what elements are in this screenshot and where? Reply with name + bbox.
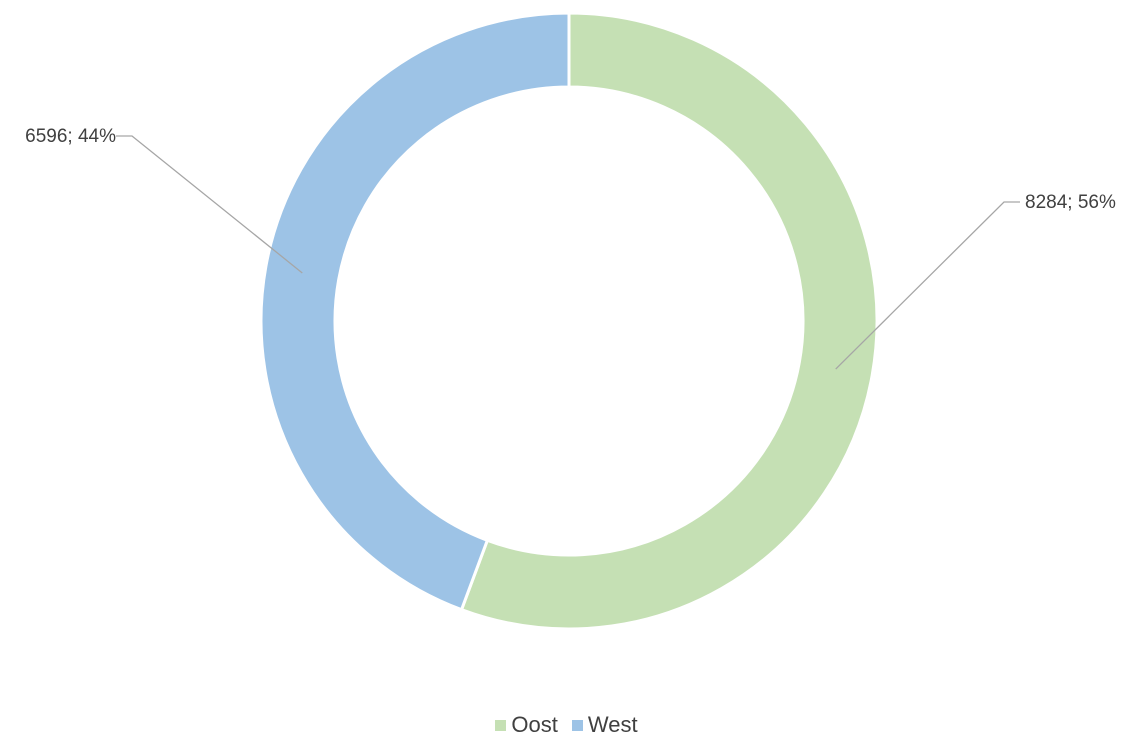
data-label-west: 6596; 44% [25, 126, 116, 147]
legend-swatch-oost [495, 719, 507, 731]
legend-label-oost: Oost [511, 712, 558, 737]
legend-item-oost: Oost [495, 712, 558, 738]
chart-data-labels: 8284; 56% 6596; 44% [25, 126, 1116, 213]
leader-line-west [116, 135, 303, 274]
chart-legend: Oost West [0, 712, 1133, 738]
slice-west [259, 11, 571, 612]
chart-leader-lines [116, 135, 1020, 370]
leader-line-oost [835, 201, 1020, 370]
legend-label-west: West [587, 712, 638, 737]
legend-item-west: West [571, 712, 638, 738]
chart-slices [259, 11, 879, 631]
data-label-oost: 8284; 56% [1025, 192, 1116, 213]
slice-oost [459, 11, 879, 631]
legend-swatch-west [571, 719, 583, 731]
